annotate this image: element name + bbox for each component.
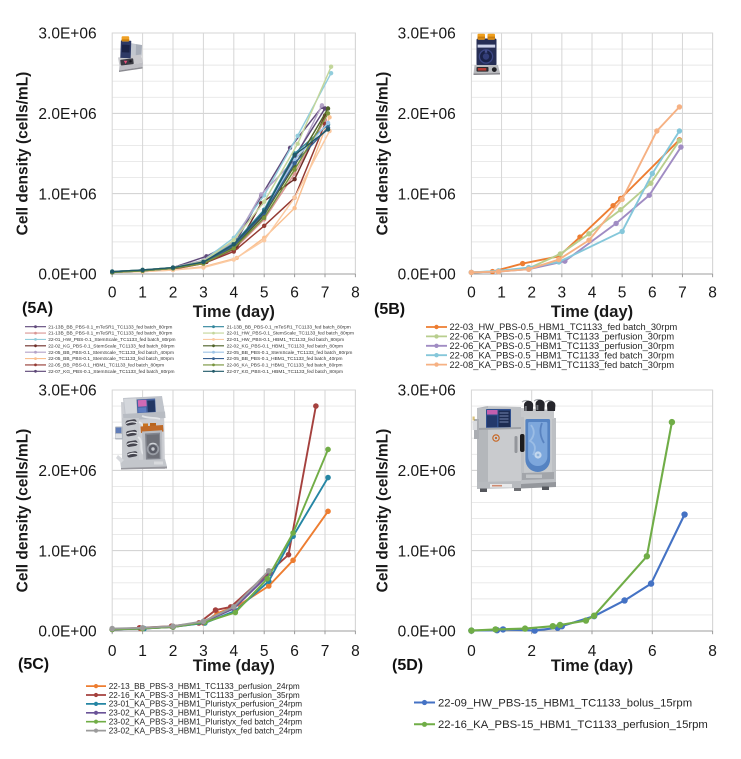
svg-text:22-02_KG_PBS-0.1_HBM1_TC1133_f: 22-02_KG_PBS-0.1_HBM1_TC1133_fed batch_8… — [227, 343, 343, 349]
svg-text:4: 4 — [229, 643, 238, 660]
svg-text:Time (day): Time (day) — [193, 303, 275, 321]
svg-text:1: 1 — [497, 284, 506, 301]
svg-text:1.0E+06: 1.0E+06 — [38, 186, 96, 203]
svg-text:22-01_HW_PBS-0.1_StemScale_TC1: 22-01_HW_PBS-0.1_StemScale_TC1133_fed ba… — [48, 337, 175, 343]
svg-text:7: 7 — [321, 284, 330, 301]
svg-text:Cell density (cells/mL): Cell density (cells/mL) — [375, 72, 392, 236]
svg-text:4: 4 — [229, 284, 238, 301]
svg-text:22-03_HW_PBS-0.5_HBM1_TC1133_f: 22-03_HW_PBS-0.5_HBM1_TC1133_fed batch_3… — [450, 322, 678, 332]
svg-text:1: 1 — [138, 643, 147, 660]
svg-text:22-07_KG_PBS-0.1_HBM1_TC1133_f: 22-07_KG_PBS-0.1_HBM1_TC1133_fed batch_8… — [227, 369, 343, 375]
svg-text:7: 7 — [321, 643, 330, 660]
svg-text:8: 8 — [351, 643, 360, 660]
svg-text:6: 6 — [290, 643, 299, 660]
svg-text:22-16_KA_PBS-3_HBM1_TC1133_per: 22-16_KA_PBS-3_HBM1_TC1133_perfusion_35r… — [109, 691, 300, 700]
svg-text:5: 5 — [618, 284, 627, 301]
svg-text:2: 2 — [527, 284, 536, 301]
svg-text:21-13B_BB_PBS-0.1_mTeSR1_TC113: 21-13B_BB_PBS-0.1_mTeSR1_TC1133_fed batc… — [48, 324, 172, 330]
svg-text:0.0E+00: 0.0E+00 — [398, 624, 457, 641]
svg-text:21-13B_BB_PBS-0.1_mTeSR1_TC113: 21-13B_BB_PBS-0.1_mTeSR1_TC1133_fed batc… — [227, 324, 351, 330]
svg-text:0.0E+00: 0.0E+00 — [398, 267, 457, 284]
svg-text:0: 0 — [108, 643, 117, 660]
svg-text:22-08_KA_PBS-0.5_HBM1_TC1133_f: 22-08_KA_PBS-0.5_HBM1_TC1133_fed batch_3… — [450, 350, 675, 360]
svg-text:3.0E+06: 3.0E+06 — [38, 383, 96, 400]
svg-text:3.0E+06: 3.0E+06 — [38, 26, 96, 43]
svg-text:22-06_KA_PBS-0.5_HBM1_TC1133_p: 22-06_KA_PBS-0.5_HBM1_TC1133_perfusion_3… — [450, 341, 675, 351]
svg-text:5: 5 — [260, 284, 269, 301]
svg-text:0.0E+00: 0.0E+00 — [38, 267, 97, 284]
svg-text:6: 6 — [648, 643, 657, 660]
svg-text:23-02_KA_PBS-3_HBM1_Pluristyx_: 23-02_KA_PBS-3_HBM1_Pluristyx_perfusion_… — [109, 709, 303, 718]
svg-text:22-05_BB_PBS-0.1_HBM1_TC1133_f: 22-05_BB_PBS-0.1_HBM1_TC1133_fed batch_8… — [48, 363, 164, 369]
svg-text:23-02_KA_PBS-3_HBM1_Pluristyx_: 23-02_KA_PBS-3_HBM1_Pluristyx_fed batch_… — [109, 718, 303, 727]
svg-text:22-01_HW_PBS-0.1_StemScale_TC1: 22-01_HW_PBS-0.1_StemScale_TC1133_fed ba… — [227, 331, 354, 337]
svg-text:22-01_HW_PBS-0.1_HBM1_TC1133_f: 22-01_HW_PBS-0.1_HBM1_TC1133_fed batch_8… — [227, 337, 345, 343]
svg-text:22-07_KG_PBS-0.1_StemScale_TC1: 22-07_KG_PBS-0.1_StemScale_TC1133_fed ba… — [48, 369, 174, 375]
svg-text:Time (day): Time (day) — [193, 657, 275, 675]
svg-text:22-16_KA_PBS-15_HBM1_TC1133_pe: 22-16_KA_PBS-15_HBM1_TC1133_perfusion_15… — [438, 719, 708, 731]
svg-text:23-01_KA_PBS-3_HBM1_Pluristyx_: 23-01_KA_PBS-3_HBM1_Pluristyx_perfusion_… — [109, 700, 303, 709]
svg-text:2: 2 — [169, 284, 178, 301]
svg-text:(5C): (5C) — [18, 656, 49, 673]
svg-text:0.0E+00: 0.0E+00 — [38, 624, 97, 641]
svg-text:(5D): (5D) — [392, 657, 423, 674]
svg-text:22-05_BB_PBS-0.1_StemScale_TC1: 22-05_BB_PBS-0.1_StemScale_TC1133_fed ba… — [48, 350, 174, 356]
svg-text:3: 3 — [199, 284, 208, 301]
svg-text:(5A): (5A) — [22, 300, 53, 317]
svg-text:Time (day): Time (day) — [551, 303, 633, 321]
svg-text:6: 6 — [648, 284, 657, 301]
svg-text:4: 4 — [588, 643, 597, 660]
svg-text:3: 3 — [199, 643, 208, 660]
svg-text:8: 8 — [708, 284, 717, 301]
svg-text:(5B): (5B) — [374, 301, 405, 318]
svg-text:0: 0 — [467, 643, 476, 660]
svg-text:8: 8 — [351, 284, 360, 301]
svg-text:Time (day): Time (day) — [551, 657, 633, 675]
svg-text:2: 2 — [169, 643, 178, 660]
svg-text:22-02_KG_PBS-0.1_StemScale_TC1: 22-02_KG_PBS-0.1_StemScale_TC1133_fed ba… — [48, 343, 174, 349]
svg-text:Cell density (cells/mL): Cell density (cells/mL) — [15, 429, 32, 593]
svg-text:21-13B_BB_PBS-0.1_mTeSR1_TC113: 21-13B_BB_PBS-0.1_mTeSR1_TC1133_fed batc… — [48, 331, 172, 337]
svg-text:2.0E+06: 2.0E+06 — [398, 106, 456, 123]
svg-text:3.0E+06: 3.0E+06 — [398, 383, 456, 400]
svg-text:22-06_KA_PBS-0.5_HBM1_TC1133_p: 22-06_KA_PBS-0.5_HBM1_TC1133_perfusion_3… — [450, 332, 675, 342]
svg-text:Cell density (cells/mL): Cell density (cells/mL) — [15, 72, 32, 236]
svg-text:0: 0 — [108, 284, 117, 301]
svg-text:6: 6 — [290, 284, 299, 301]
svg-text:1: 1 — [138, 284, 147, 301]
svg-text:2.0E+06: 2.0E+06 — [398, 463, 456, 480]
svg-text:22-05_BB_PBS-0.1_HBM1_TC1133_f: 22-05_BB_PBS-0.1_HBM1_TC1133_fed batch_4… — [227, 356, 343, 362]
svg-text:4: 4 — [588, 284, 597, 301]
svg-text:22-05_BB_PBS-0.1_StemScale_TC1: 22-05_BB_PBS-0.1_StemScale_TC1133_fed ba… — [48, 356, 174, 362]
svg-text:2.0E+06: 2.0E+06 — [38, 106, 96, 123]
svg-text:2: 2 — [527, 643, 536, 660]
svg-text:3: 3 — [557, 284, 566, 301]
svg-text:23-02_KA_PBS-3_HBM1_Pluristyx_: 23-02_KA_PBS-3_HBM1_Pluristyx_fed batch_… — [109, 726, 303, 735]
svg-text:22-13_BB_PBS-3_HBM1_TC1133_per: 22-13_BB_PBS-3_HBM1_TC1133_perfusion_24r… — [109, 682, 300, 691]
svg-text:22-09_HW_PBS-15_HBM1_TC1133_bo: 22-09_HW_PBS-15_HBM1_TC1133_bolus_15rpm — [438, 697, 692, 709]
svg-text:5: 5 — [260, 643, 269, 660]
svg-text:1.0E+06: 1.0E+06 — [38, 543, 96, 560]
svg-text:22-05_BB_PBS-0.1_StemScale_TC1: 22-05_BB_PBS-0.1_StemScale_TC1133_fed ba… — [227, 350, 353, 356]
svg-text:3.0E+06: 3.0E+06 — [398, 26, 456, 43]
svg-text:7: 7 — [678, 284, 687, 301]
svg-text:Cell density (cells/mL): Cell density (cells/mL) — [375, 429, 392, 593]
svg-text:0: 0 — [467, 284, 476, 301]
svg-text:22-08_KA_PBS-0.5_HBM1_TC1133_f: 22-08_KA_PBS-0.5_HBM1_TC1133_fed batch_3… — [450, 360, 675, 370]
svg-text:8: 8 — [708, 643, 717, 660]
svg-text:2.0E+06: 2.0E+06 — [38, 463, 96, 480]
svg-text:1.0E+06: 1.0E+06 — [398, 186, 456, 203]
svg-text:22-06_KA_PBS-0.1_HBM1_TC1133_f: 22-06_KA_PBS-0.1_HBM1_TC1133_fed batch_8… — [227, 363, 343, 369]
svg-text:1.0E+06: 1.0E+06 — [398, 543, 456, 560]
